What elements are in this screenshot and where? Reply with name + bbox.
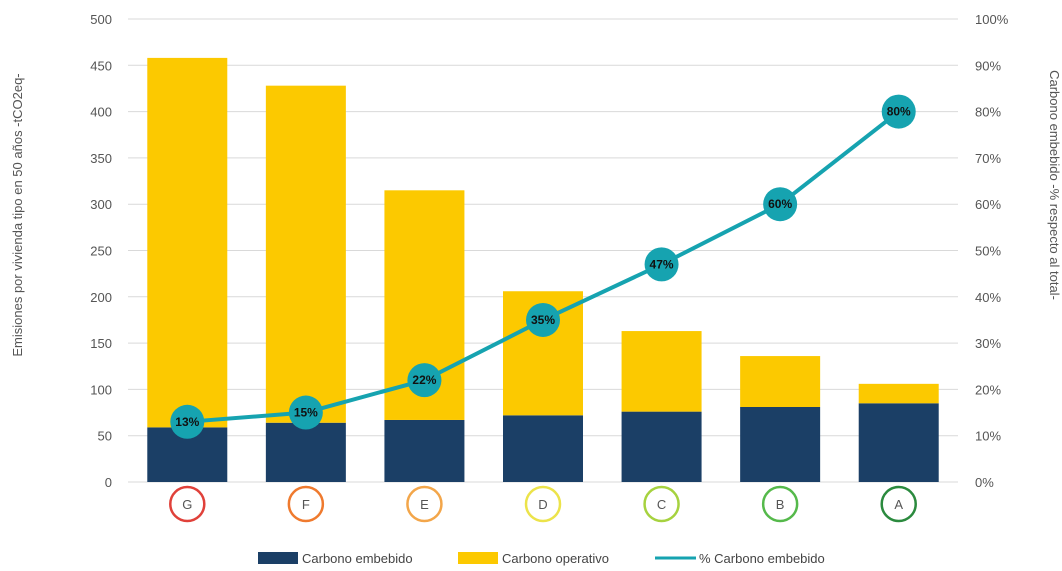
legend-swatch-embebido	[258, 552, 298, 564]
y-tick-label-right: 80%	[975, 105, 1001, 120]
legend-swatch-operativo	[458, 552, 498, 564]
y-tick-label-left: 150	[90, 336, 112, 351]
bar-carbono-embebido	[265, 422, 346, 482]
y-tick-label-left: 350	[90, 151, 112, 166]
y-tick-label-right: 100%	[975, 12, 1009, 27]
category-badge	[880, 485, 917, 523]
y-tick-label-right: 90%	[975, 58, 1001, 73]
line-point	[881, 94, 916, 129]
line-point	[288, 395, 323, 430]
x-tick-label: G	[182, 497, 192, 512]
bar-carbono-operativo	[858, 383, 939, 404]
x-tick-label: B	[776, 497, 785, 512]
category-badge	[287, 485, 325, 523]
data-label-pct: 13%	[175, 415, 199, 429]
legend-label-operativo: Carbono operativo	[502, 551, 609, 566]
data-label-pct: 22%	[412, 373, 436, 387]
y-axis-title-right: Carbono embebido -% respecto al total-	[1047, 70, 1062, 300]
line-point	[526, 302, 560, 337]
line-point	[644, 247, 679, 282]
y-tick-label-right: 20%	[975, 382, 1001, 397]
bar-carbono-embebido	[621, 411, 702, 482]
x-tick-label: F	[302, 497, 310, 512]
category-badge	[643, 485, 680, 523]
y-axis-title-left: Emisiones por vivienda tipo en 50 años -…	[10, 73, 25, 356]
line-point	[170, 404, 205, 439]
bar-carbono-embebido	[858, 403, 939, 482]
bars	[147, 57, 939, 482]
y-tick-label-right: 0%	[975, 475, 994, 490]
x-tick-label: D	[538, 497, 547, 512]
bar-carbono-operativo	[265, 85, 346, 423]
legend-label-pct: % Carbono embebido	[699, 551, 825, 566]
y-tick-label-left: 200	[90, 290, 112, 305]
category-badge	[169, 485, 206, 523]
x-tick-label: E	[420, 497, 429, 512]
bar-carbono-embebido	[384, 419, 465, 482]
y-tick-label-left: 250	[90, 244, 112, 259]
category-badge	[406, 485, 443, 523]
category-badge	[524, 485, 562, 523]
x-tick-label: C	[657, 497, 666, 512]
data-label-pct: 60%	[768, 197, 792, 211]
axes: 0 0% 50 10% 100 20% 150 30% 200 40% 250 50% 300 60% 35…	[90, 12, 1008, 490]
x-tick-label: A	[894, 497, 903, 512]
legend-label-embebido: Carbono embebido	[302, 551, 413, 566]
y-tick-label-left: 50	[98, 429, 112, 444]
y-tick-label-left: 400	[90, 105, 112, 120]
data-label-pct: 80%	[887, 105, 911, 119]
y-tick-label-right: 40%	[975, 290, 1001, 305]
category-badge	[761, 485, 799, 523]
data-label-pct: 47%	[650, 257, 674, 271]
y-tick-label-right: 50%	[975, 244, 1001, 259]
y-tick-label-right: 30%	[975, 336, 1001, 351]
bar-carbono-embebido	[740, 406, 821, 482]
data-label-pct: 35%	[531, 313, 555, 327]
legend: Carbono embebido Carbono operativo % Carbo…	[258, 551, 825, 566]
bar-carbono-operativo	[621, 331, 702, 412]
percentage-line: 13% 15% 22% 35% 47% 60% 80%	[170, 94, 916, 439]
bar-carbono-operativo	[147, 57, 228, 428]
bar-carbono-embebido	[503, 415, 583, 482]
line-point	[407, 363, 442, 398]
y-tick-label-left: 500	[90, 12, 112, 27]
y-tick-label-right: 70%	[975, 151, 1001, 166]
y-tick-label-left: 0	[105, 475, 112, 490]
data-label-pct: 15%	[294, 406, 318, 420]
y-tick-label-left: 450	[90, 58, 112, 73]
y-tick-label-left: 300	[90, 197, 112, 212]
bar-carbono-operativo	[740, 356, 821, 407]
y-tick-label-right: 10%	[975, 429, 1001, 444]
line-point	[763, 187, 798, 222]
y-tick-label-left: 100	[90, 382, 112, 397]
y-tick-label-right: 60%	[975, 197, 1001, 212]
